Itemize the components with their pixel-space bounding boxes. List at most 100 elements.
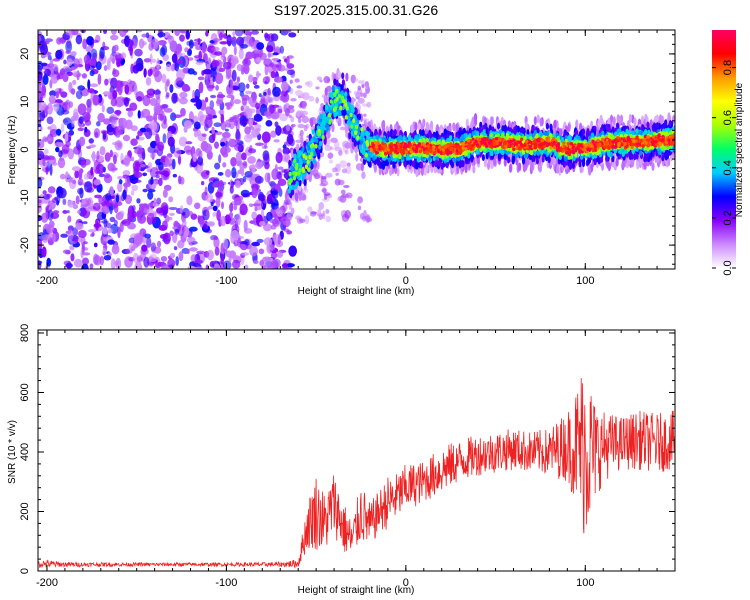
noise-blob	[233, 197, 242, 206]
noise-blob	[59, 173, 66, 180]
noise-blob	[60, 233, 69, 238]
ridge-blob	[538, 163, 542, 173]
noise-blob	[251, 163, 256, 174]
noise-blob	[46, 257, 51, 266]
noise-blob	[216, 209, 221, 222]
noise-blob	[115, 125, 124, 136]
noise-blob	[232, 31, 236, 37]
noise-blob	[242, 58, 251, 67]
noise-blob	[65, 30, 73, 36]
ridge-blob	[655, 122, 660, 129]
ridge-blob	[341, 72, 345, 80]
noise-blob	[244, 126, 251, 135]
noise-blob	[122, 170, 131, 176]
noise-blob	[267, 264, 276, 269]
noise-blob	[230, 157, 237, 167]
noise-blob	[181, 219, 187, 228]
noise-blob	[263, 91, 267, 96]
noise-blob	[149, 68, 153, 76]
noise-blob	[366, 101, 372, 108]
noise-blob	[320, 180, 329, 187]
noise-blob	[220, 146, 228, 156]
noise-blob	[55, 128, 62, 136]
noise-blob	[211, 46, 220, 52]
noise-blob	[224, 128, 229, 132]
noise-blob	[158, 177, 163, 187]
ridge-blob	[435, 130, 439, 138]
noise-blob	[50, 74, 59, 84]
noise-blob	[88, 138, 94, 144]
ridge-blob	[300, 135, 304, 145]
ridge-blob	[403, 160, 407, 168]
noise-blob	[42, 74, 49, 85]
noise-blob	[287, 107, 295, 114]
ridge-blob	[419, 161, 424, 169]
noise-blob	[92, 94, 100, 106]
noise-blob	[96, 150, 100, 160]
noise-blob	[71, 166, 81, 172]
noise-blob	[225, 214, 231, 219]
ridge-blob	[460, 160, 464, 168]
noise-blob	[152, 41, 161, 45]
noise-blob	[214, 51, 223, 56]
ridge-blob	[411, 160, 415, 168]
noise-blob	[267, 244, 276, 251]
noise-blob	[183, 120, 193, 129]
noise-blob	[213, 236, 219, 240]
ridge-blob	[340, 83, 344, 91]
noise-blob	[113, 204, 119, 214]
noise-blob	[233, 45, 237, 56]
noise-blob	[341, 140, 350, 148]
ridge-blob	[392, 162, 396, 169]
noise-blob	[325, 172, 333, 178]
noise-blob	[186, 249, 190, 255]
noise-blob	[236, 64, 243, 71]
noise-blob	[270, 130, 277, 138]
ridge-blob	[605, 123, 609, 131]
noise-blob	[123, 96, 130, 107]
noise-blob	[62, 209, 68, 214]
noise-blob	[88, 64, 95, 71]
ridge-blob	[535, 157, 539, 165]
noise-blob	[225, 119, 231, 125]
noise-blob	[281, 263, 288, 269]
noise-blob	[194, 202, 201, 210]
noise-blob	[254, 175, 264, 184]
noise-blob	[201, 133, 207, 137]
noise-blob	[169, 230, 174, 237]
noise-blob	[299, 218, 306, 223]
noise-blob	[47, 54, 52, 61]
noise-blob	[103, 217, 108, 228]
noise-blob	[288, 201, 293, 211]
noise-blob	[107, 239, 115, 245]
noise-blob	[205, 80, 210, 86]
noise-blob	[344, 149, 349, 155]
noise-blob	[151, 183, 157, 189]
noise-blob	[205, 30, 209, 37]
noise-blob	[256, 42, 265, 50]
noise-blob	[143, 58, 152, 63]
noise-blob	[81, 257, 90, 266]
noise-blob	[49, 163, 53, 176]
noise-blob	[155, 133, 160, 143]
noise-blob	[130, 125, 138, 132]
noise-blob	[308, 95, 315, 102]
noise-blob	[242, 175, 247, 183]
noise-blob	[211, 126, 215, 135]
ridge-blob	[636, 160, 640, 170]
noise-blob	[38, 90, 44, 102]
noise-blob	[93, 128, 101, 139]
noise-blob	[258, 221, 266, 227]
noise-blob	[245, 30, 251, 35]
noise-blob	[148, 261, 155, 266]
noise-blob	[330, 137, 338, 143]
noise-blob	[214, 162, 221, 170]
noise-blob	[49, 128, 58, 138]
noise-blob	[255, 161, 263, 169]
noise-blob	[68, 81, 73, 93]
noise-blob	[163, 184, 172, 191]
noise-blob	[234, 138, 241, 144]
noise-blob	[339, 160, 347, 168]
